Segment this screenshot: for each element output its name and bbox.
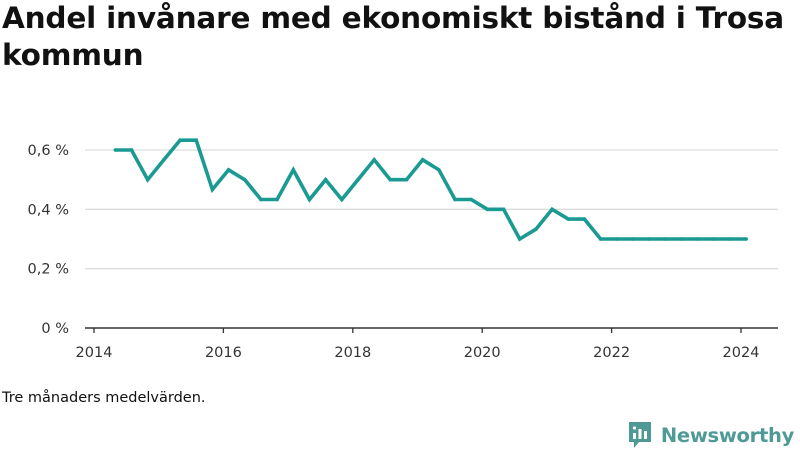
data-point bbox=[582, 217, 587, 221]
x-tick-label: 2024 bbox=[723, 345, 760, 361]
data-point bbox=[647, 237, 651, 241]
data-point bbox=[517, 237, 522, 241]
data-point bbox=[485, 207, 490, 212]
y-tick-label: 0 % bbox=[41, 321, 69, 337]
data-point bbox=[129, 148, 134, 152]
brand-name: Newsworthy bbox=[660, 423, 794, 447]
data-point bbox=[275, 197, 279, 202]
data-point bbox=[388, 177, 393, 182]
y-tick-label: 0,2 % bbox=[28, 262, 69, 278]
x-axis: 2014 2016 2018 2020 2022 2024 bbox=[76, 327, 778, 361]
y-tick-label: 0,4 % bbox=[28, 202, 69, 218]
data-point bbox=[145, 177, 150, 182]
brand-logo: Newsworthy bbox=[627, 420, 794, 450]
y-axis: 0 % 0,2 % 0,4 % 0,6 % bbox=[28, 143, 69, 337]
data-point bbox=[178, 138, 182, 143]
data-point bbox=[712, 237, 716, 241]
x-tick-label: 2018 bbox=[334, 345, 371, 361]
data-point bbox=[404, 177, 409, 182]
data-point bbox=[566, 217, 571, 221]
data-point bbox=[291, 168, 296, 172]
data-point bbox=[663, 237, 668, 241]
data-point bbox=[469, 197, 474, 202]
data-point bbox=[695, 237, 700, 241]
data-point bbox=[210, 187, 215, 192]
chart-title: Andel invånare med ekonomiskt bistånd i … bbox=[2, 1, 784, 72]
gridlines bbox=[85, 149, 778, 270]
series-line bbox=[115, 138, 747, 242]
data-point bbox=[113, 148, 118, 152]
data-point bbox=[340, 197, 344, 202]
data-point bbox=[194, 138, 199, 143]
data-point bbox=[744, 237, 748, 241]
data-point bbox=[323, 177, 328, 182]
data-point bbox=[437, 168, 441, 172]
series-group bbox=[113, 138, 748, 242]
data-point bbox=[356, 177, 360, 182]
data-point bbox=[372, 157, 376, 162]
x-tick-label: 2016 bbox=[205, 345, 242, 361]
data-point bbox=[420, 157, 425, 162]
x-tick-label: 2014 bbox=[76, 345, 113, 361]
data-point bbox=[307, 197, 312, 202]
data-point bbox=[534, 227, 538, 232]
data-point bbox=[501, 207, 506, 212]
data-point bbox=[598, 237, 603, 241]
data-point bbox=[550, 207, 554, 212]
data-point bbox=[226, 168, 231, 172]
x-tick-label: 2022 bbox=[593, 345, 630, 361]
data-point bbox=[614, 237, 619, 241]
y-tick-label: 0,6 % bbox=[28, 143, 69, 159]
data-point bbox=[162, 157, 166, 162]
data-point bbox=[453, 197, 457, 202]
data-point bbox=[728, 237, 732, 241]
newsworthy-logo-icon bbox=[628, 422, 651, 448]
data-point bbox=[679, 237, 684, 241]
data-point bbox=[631, 237, 635, 241]
data-point bbox=[259, 197, 263, 202]
x-tick-label: 2020 bbox=[464, 345, 501, 361]
data-point bbox=[242, 177, 247, 182]
footnote: Tre månaders medelvärden. bbox=[2, 390, 206, 406]
